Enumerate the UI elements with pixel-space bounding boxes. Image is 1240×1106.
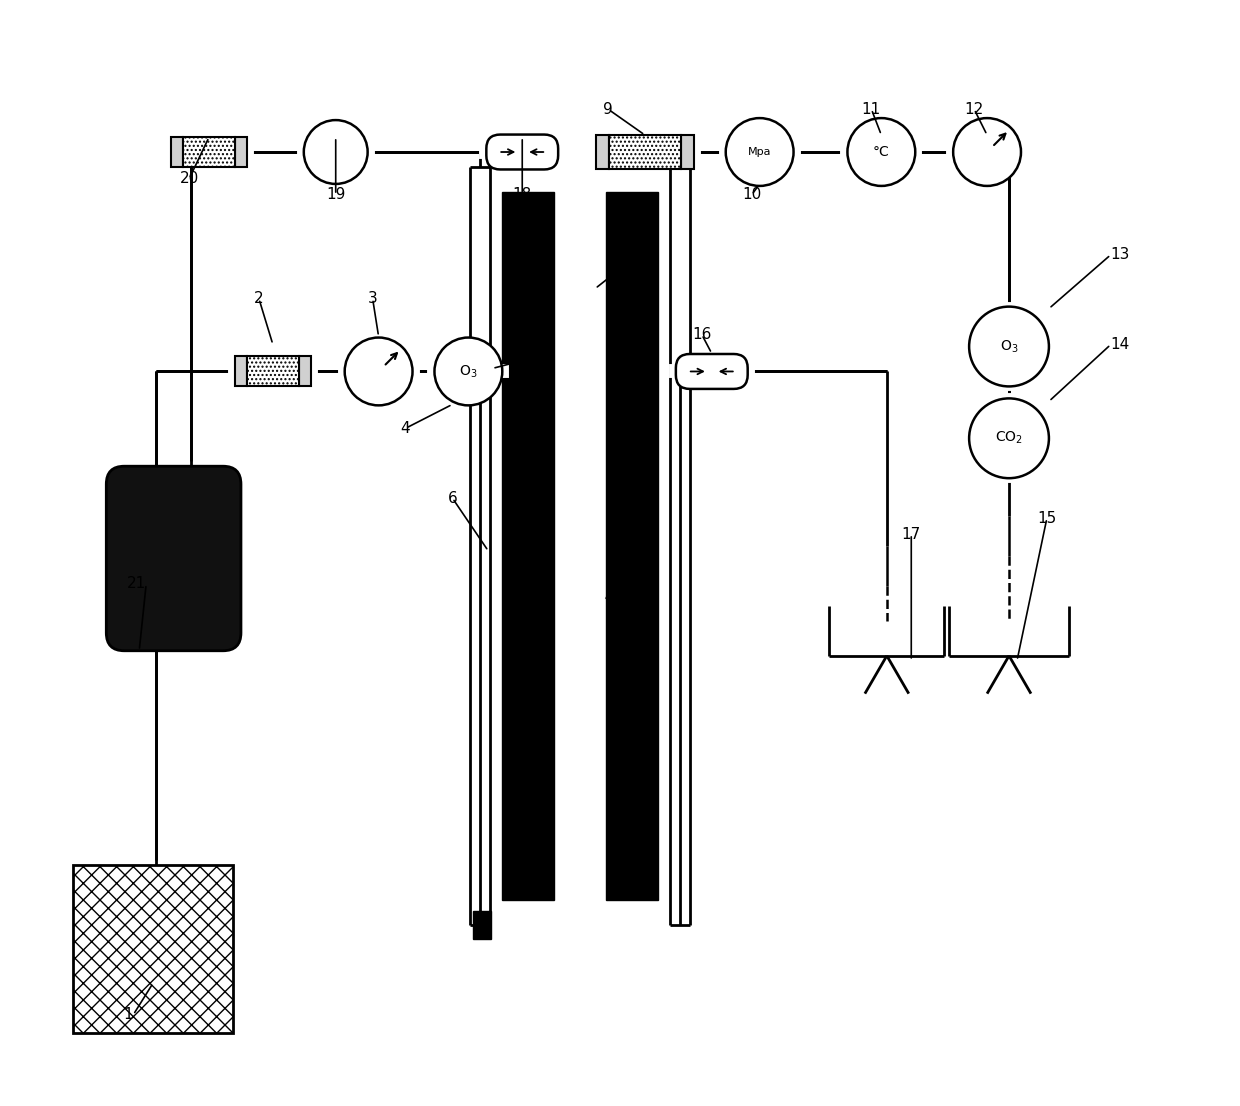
Text: 1: 1 (124, 1008, 133, 1022)
Text: CO$_2$: CO$_2$ (994, 430, 1023, 447)
FancyBboxPatch shape (676, 354, 748, 389)
Bar (502, 192, 554, 900)
Circle shape (954, 118, 1021, 186)
Circle shape (434, 337, 502, 406)
Bar (681, 135, 694, 169)
Text: 14: 14 (1111, 337, 1130, 352)
Text: 19: 19 (326, 187, 346, 202)
Text: 18: 18 (512, 187, 532, 202)
Text: 10: 10 (742, 187, 761, 202)
Text: 4: 4 (401, 420, 410, 436)
Circle shape (847, 118, 915, 186)
Bar (474, 911, 491, 939)
Text: 8: 8 (637, 244, 647, 259)
Bar (234, 137, 247, 167)
Circle shape (725, 118, 794, 186)
Circle shape (970, 398, 1049, 478)
Bar (171, 137, 184, 167)
Text: 6: 6 (448, 491, 458, 505)
Text: 7: 7 (620, 546, 630, 562)
Text: O$_3$: O$_3$ (459, 363, 477, 379)
Bar (184, 137, 234, 167)
Text: Mpa: Mpa (748, 147, 771, 157)
Text: 2: 2 (254, 291, 264, 306)
Text: 12: 12 (965, 102, 983, 116)
Text: O$_3$: O$_3$ (999, 338, 1018, 355)
Bar (299, 356, 311, 386)
Bar (609, 135, 681, 169)
Text: 21: 21 (126, 576, 146, 592)
Text: 15: 15 (1038, 511, 1056, 525)
Text: 11: 11 (862, 102, 880, 116)
Text: 20: 20 (180, 171, 198, 187)
Text: 13: 13 (1111, 248, 1130, 262)
Text: 17: 17 (901, 526, 921, 542)
Text: 9: 9 (603, 102, 613, 116)
Bar (606, 192, 658, 900)
Circle shape (970, 306, 1049, 386)
Circle shape (304, 121, 367, 184)
Text: 3: 3 (368, 291, 377, 306)
Text: 16: 16 (692, 327, 712, 342)
Bar (234, 356, 247, 386)
Text: °C: °C (873, 145, 890, 159)
FancyBboxPatch shape (107, 467, 241, 650)
Circle shape (345, 337, 413, 406)
Text: 5: 5 (538, 349, 548, 364)
FancyBboxPatch shape (486, 135, 558, 169)
Bar (247, 356, 299, 386)
Bar (73, 865, 233, 1033)
Bar (596, 135, 609, 169)
